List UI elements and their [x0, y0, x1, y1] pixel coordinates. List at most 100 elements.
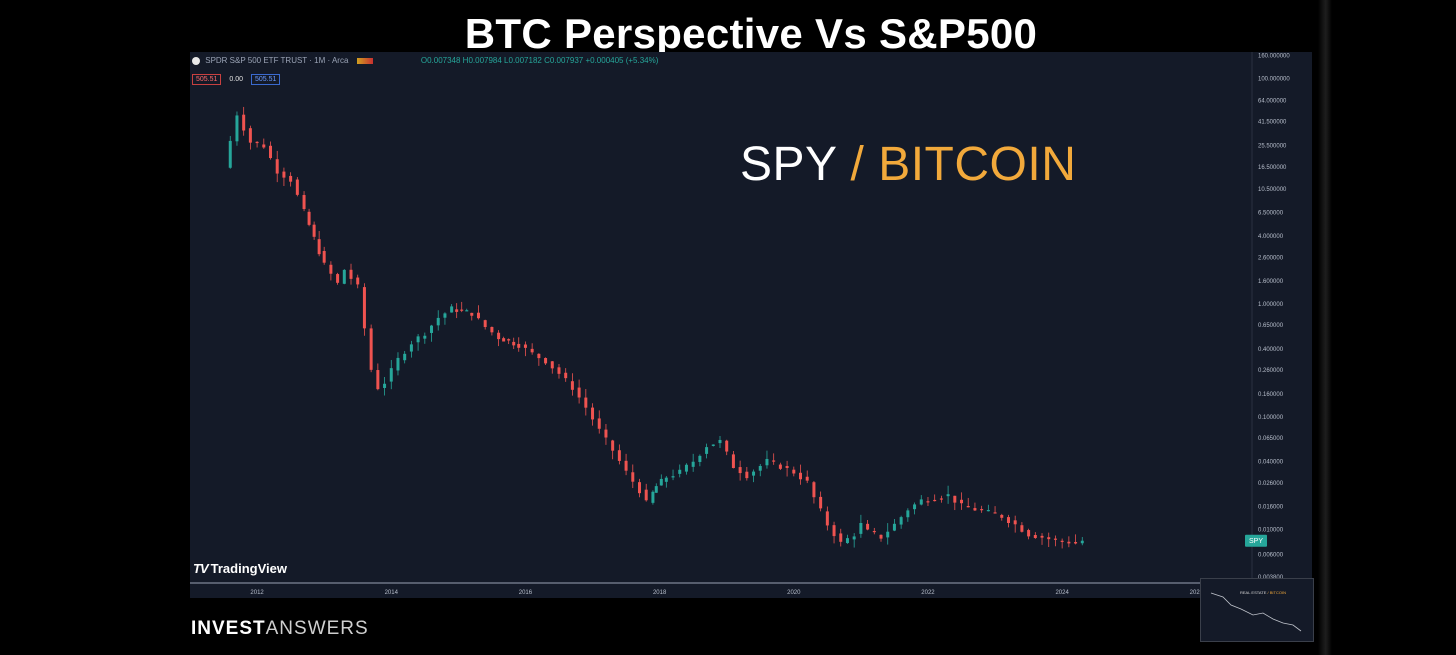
candle-body: [349, 269, 353, 279]
candle-body: [329, 264, 333, 274]
candle-body: [698, 455, 702, 462]
candle-body: [470, 312, 474, 316]
candle-body: [785, 466, 789, 468]
thumbnail-label-left: REAL ESTATE: [1240, 590, 1267, 595]
candle-body: [671, 476, 675, 478]
candle-body: [738, 467, 742, 474]
candle-body: [926, 501, 930, 503]
buy-price-button[interactable]: 505.51: [250, 74, 281, 85]
candle-body: [523, 344, 527, 348]
candle-body: [255, 141, 259, 144]
symbol-name: SPDR S&P 500 ETF TRUST · 1M · Arca: [205, 56, 349, 65]
x-tick-label: 2018: [653, 590, 667, 596]
candle-body: [564, 372, 568, 379]
candle-body: [644, 489, 648, 501]
y-tick-label: 0.260000: [1258, 368, 1284, 374]
last-price-tag: [1245, 534, 1267, 547]
brand-light: ANSWERS: [265, 618, 369, 639]
last-price-tag-label: SPY: [1249, 538, 1263, 545]
candle-body: [919, 499, 923, 505]
candle-body: [455, 309, 459, 312]
candle-body: [460, 309, 464, 311]
candle-body: [839, 533, 843, 542]
candle-body: [1020, 525, 1024, 532]
candle-body: [356, 277, 360, 285]
candle-body: [557, 367, 561, 374]
candle-body: [691, 461, 695, 467]
y-tick-label: 0.006000: [1258, 553, 1284, 559]
video-title: BTC Perspective Vs S&P500: [464, 10, 1038, 57]
candle-body: [312, 224, 316, 237]
y-tick-label: 6.500000: [1258, 210, 1284, 216]
candle-body: [389, 368, 393, 382]
sell-price-button[interactable]: 505.51: [192, 74, 222, 85]
spy-bitcoin-chart[interactable]: 160.000000 100.000000 64.000000 41.500000 25…: [190, 52, 1312, 598]
tradingview-logo: TV TradingView: [193, 561, 287, 576]
chart-panel[interactable]: [190, 52, 1312, 598]
thumbnail-preview[interactable]: [1200, 578, 1314, 642]
candle-body: [362, 287, 366, 329]
x-tick-label: 2024: [1055, 590, 1069, 596]
x-tick-label: 2026: [1190, 590, 1204, 596]
y-tick-label: 0.650000: [1258, 323, 1284, 329]
thumbnail-line: [1210, 592, 1302, 632]
candle-body: [577, 387, 581, 398]
x-tick-label: 2012: [250, 590, 264, 596]
thumbnail-chart: [1210, 592, 1302, 632]
candle-body: [705, 447, 709, 454]
overlay-title-right: BITCOIN: [878, 138, 1077, 191]
candle-body: [946, 494, 950, 497]
candle-body: [544, 358, 548, 364]
y-tick-label: 1.000000: [1258, 302, 1284, 308]
candle-body: [819, 496, 823, 509]
candle-body: [799, 472, 803, 480]
y-tick-label: 4.000000: [1258, 234, 1284, 240]
y-tick-label: 100.000000: [1258, 76, 1290, 82]
candle-body: [282, 171, 286, 178]
candle-body: [275, 159, 279, 174]
symbol-legend: SPDR S&P 500 ETF TRUST · 1M · Arca O0.00…: [192, 56, 658, 65]
candle-body: [597, 418, 601, 429]
candle-body: [269, 145, 273, 159]
y-tick-label: 0.026000: [1258, 481, 1284, 487]
candle-body: [1047, 537, 1051, 540]
candle-body: [866, 523, 870, 530]
candle-body: [497, 332, 501, 340]
candle-body: [832, 525, 836, 537]
brand-logo: INVESTANSWERS: [191, 618, 369, 640]
candle-body: [745, 471, 749, 479]
y-tick-label: 16.500000: [1258, 165, 1287, 171]
overlay-title-sep: /: [836, 138, 879, 191]
candle-body: [228, 140, 232, 168]
candle-body: [913, 504, 917, 510]
candle-body: [805, 476, 809, 481]
spread-value: 0.00: [229, 76, 243, 83]
x-tick-label: 2014: [385, 590, 399, 596]
candle-body: [430, 325, 434, 333]
candle-body: [242, 114, 246, 131]
y-tick-label: 160.000000: [1258, 53, 1290, 59]
candle-body: [725, 440, 729, 452]
candle-body: [939, 498, 943, 500]
candle-body: [1060, 540, 1064, 542]
candle-body: [758, 466, 762, 471]
candle-body: [302, 195, 306, 210]
y-tick-label: 41.500000: [1258, 120, 1287, 126]
candle-body: [772, 460, 776, 462]
y-tick-label: 0.016000: [1258, 505, 1284, 511]
candle-body: [718, 439, 722, 444]
candle-body: [966, 506, 970, 508]
candle-body: [980, 509, 984, 511]
candle-body: [396, 357, 400, 371]
candle-body: [570, 381, 574, 390]
candle-body: [248, 128, 252, 143]
y-tick-label: 0.100000: [1258, 415, 1284, 421]
quote-row: 505.51 0.00 505.51: [192, 74, 281, 85]
candle-body: [1006, 517, 1010, 524]
candle-body: [986, 510, 990, 512]
tradingview-watermark: TradingView: [210, 561, 287, 576]
candle-body: [1080, 540, 1084, 544]
candle-body: [507, 339, 511, 341]
candle-body: [711, 444, 715, 446]
candle-body: [654, 486, 658, 493]
